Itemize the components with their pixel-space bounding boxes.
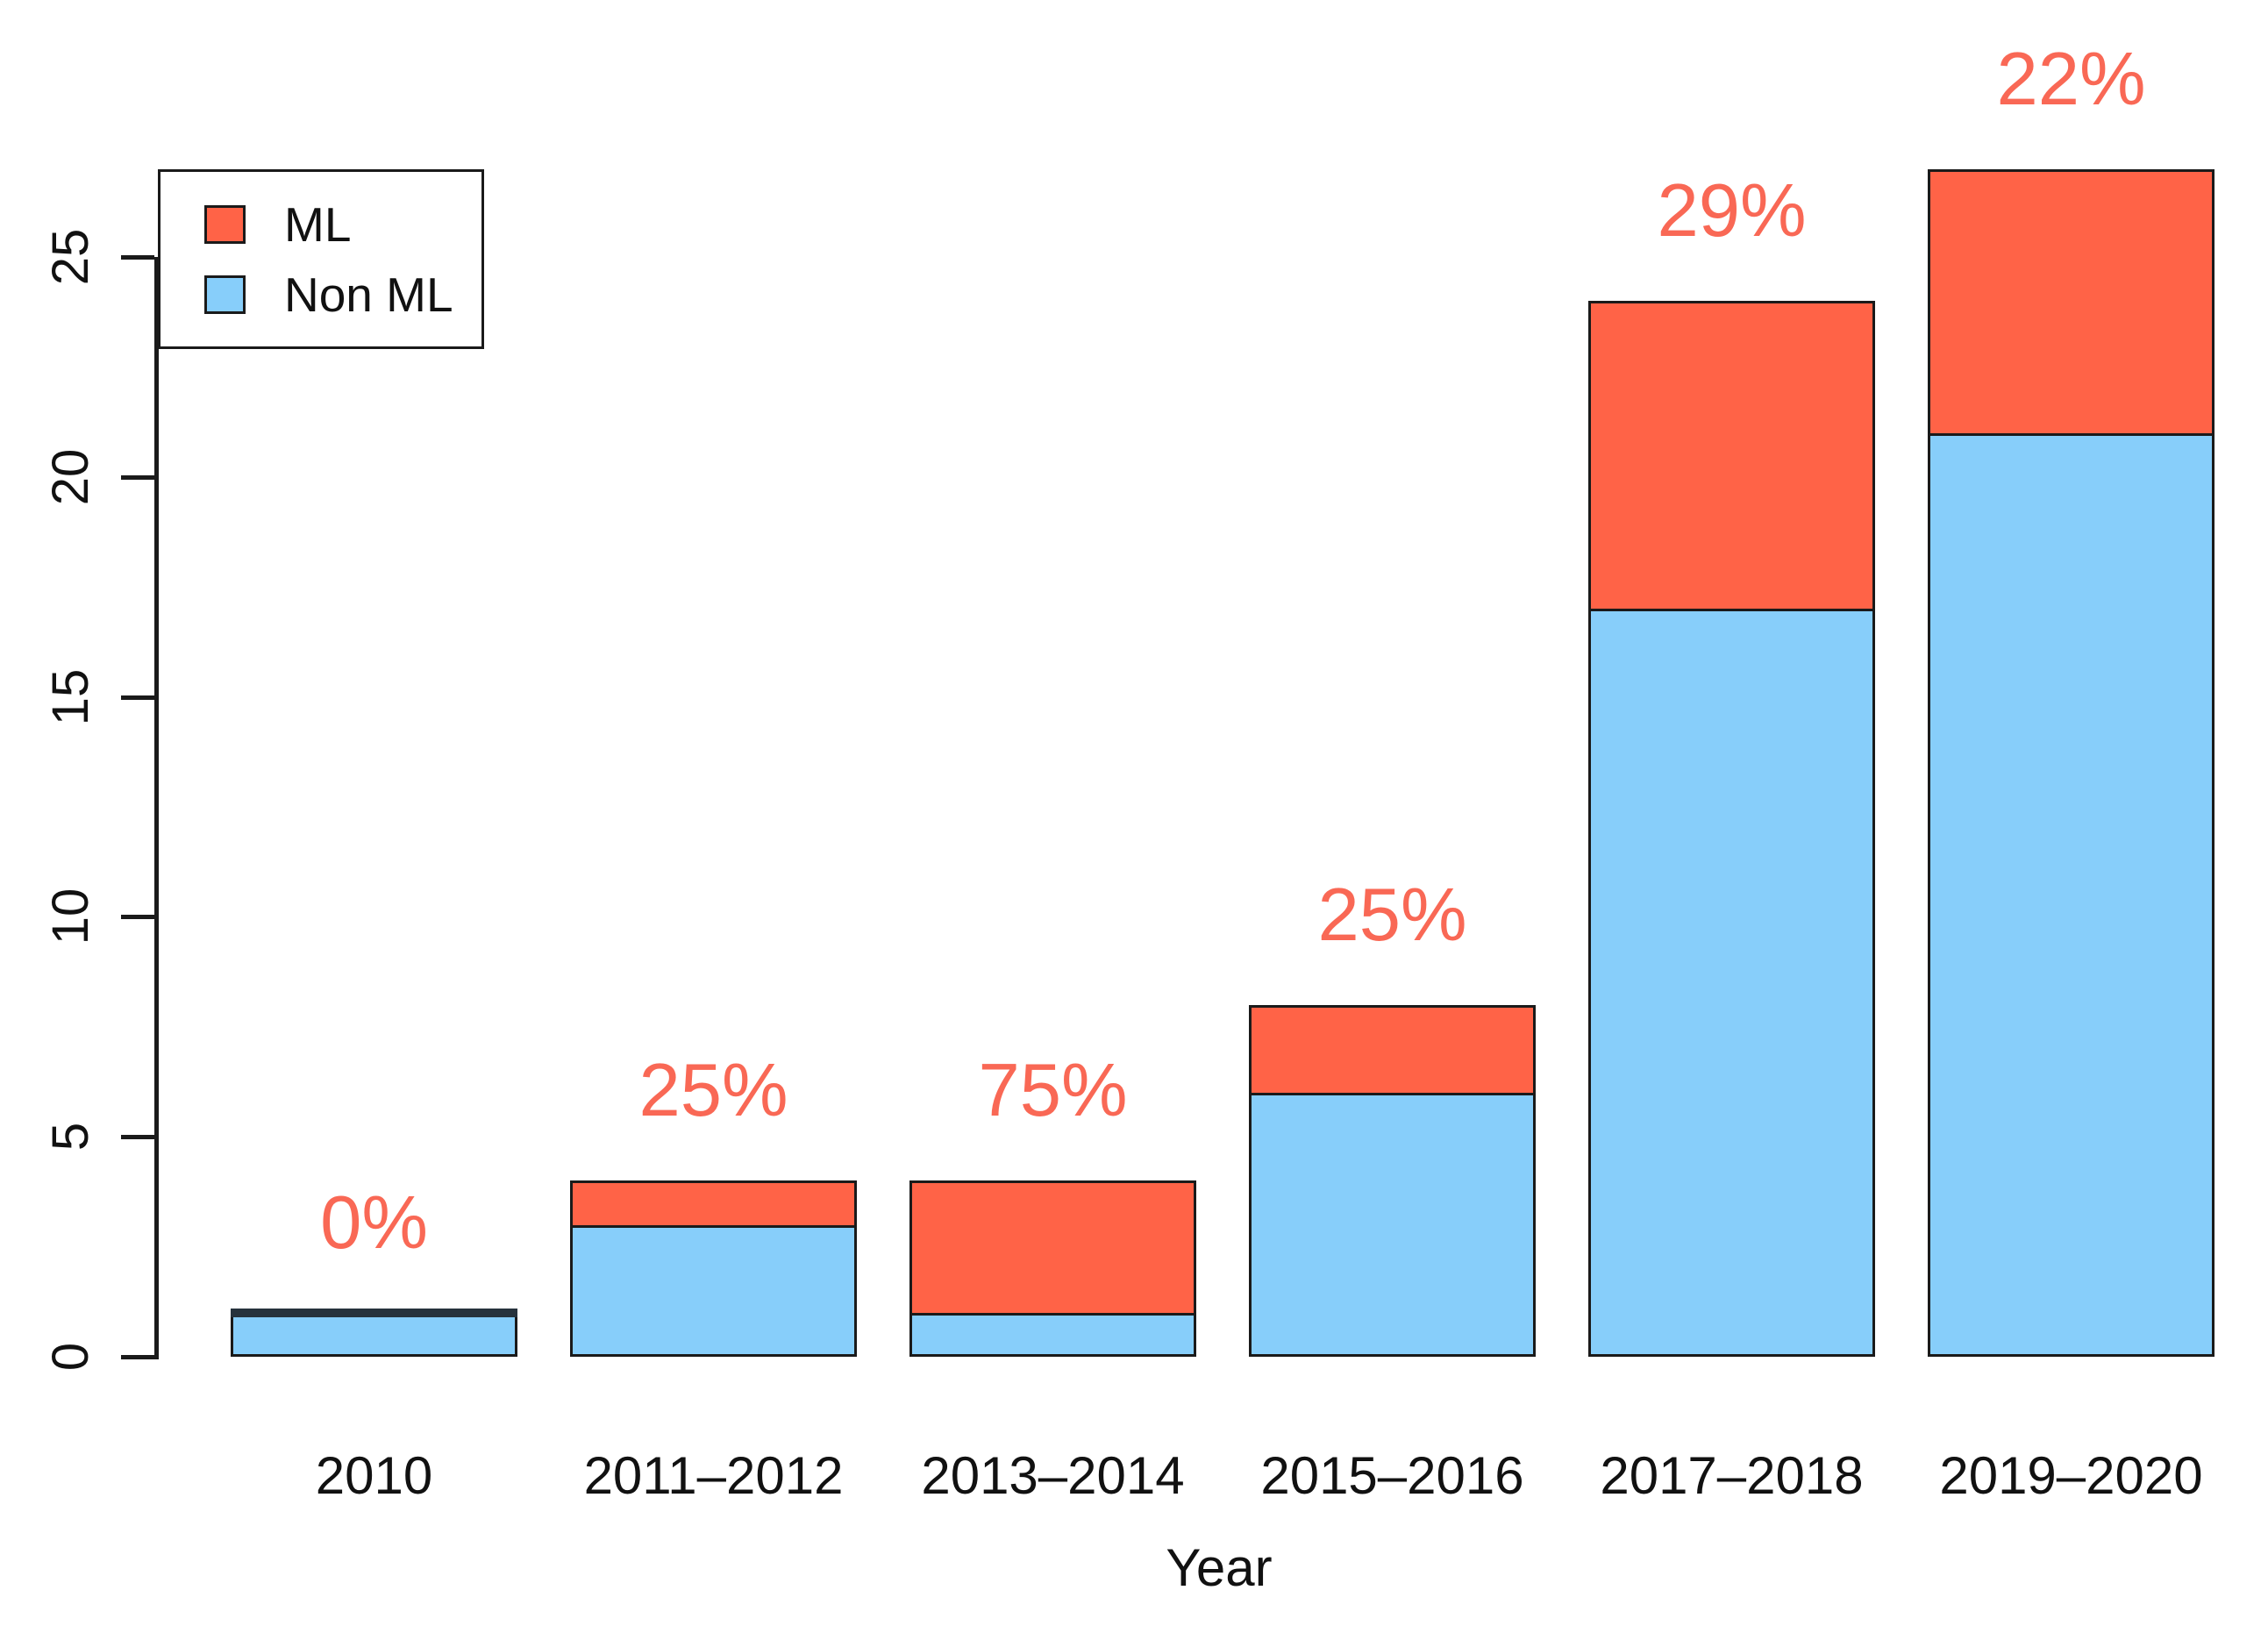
bar-segment-non-ml — [570, 1224, 857, 1357]
legend-label-non-ml: Non ML — [284, 267, 453, 322]
y-tick — [121, 474, 154, 480]
y-tick-label: 15 — [41, 668, 99, 725]
bar-segment-non-ml — [1588, 609, 1875, 1357]
x-tick-label: 2011–2012 — [583, 1446, 844, 1505]
legend-label-ml: ML — [284, 196, 352, 252]
y-tick — [121, 695, 154, 700]
y-tick-label: 25 — [41, 228, 99, 286]
y-tick-label: 20 — [41, 448, 99, 506]
legend: ML Non ML — [158, 169, 484, 349]
bar-segment-non-ml — [909, 1312, 1196, 1357]
bar-percent-label: 29% — [1657, 169, 1807, 253]
x-tick-label: 2015–2016 — [1260, 1446, 1524, 1505]
legend-row-ml: ML — [204, 196, 481, 253]
bar-segment-ml — [1249, 1004, 1536, 1096]
y-tick-label: 5 — [41, 1123, 99, 1152]
bar-segment-ml — [1588, 301, 1875, 612]
ml-swatch-icon — [204, 204, 246, 244]
bar-percent-label: 75% — [978, 1049, 1128, 1133]
y-tick-label: 10 — [41, 888, 99, 945]
x-tick-label: 2010 — [315, 1446, 433, 1505]
y-tick-label: 0 — [41, 1342, 99, 1372]
x-tick-label: 2013–2014 — [921, 1446, 1185, 1505]
bar-segment-non-ml — [1249, 1093, 1536, 1357]
bar-percent-label: 25% — [1317, 873, 1467, 957]
legend-row-non-ml: Non ML — [204, 267, 481, 323]
x-axis-title: Year — [1166, 1538, 1273, 1597]
bar-segment-ml — [909, 1180, 1196, 1316]
bar-segment-non-ml — [231, 1312, 517, 1357]
y-tick — [121, 1355, 154, 1359]
x-tick-label: 2019–2020 — [1939, 1446, 2203, 1505]
x-tick-label: 2017–2018 — [1600, 1446, 1864, 1505]
y-tick — [121, 1135, 154, 1140]
bar-percent-label: 25% — [638, 1049, 788, 1133]
bar-zero-ml-cap — [231, 1308, 517, 1317]
bar-percent-label: 22% — [1996, 37, 2146, 121]
bar-percent-label: 0% — [320, 1180, 428, 1265]
bar-segment-ml — [1928, 168, 2215, 436]
y-tick — [121, 255, 154, 260]
bar-segment-ml — [570, 1180, 857, 1228]
non-ml-swatch-icon — [204, 275, 246, 314]
bar-segment-non-ml — [1928, 432, 2215, 1357]
y-tick — [121, 915, 154, 920]
y-axis-line — [154, 257, 159, 1359]
